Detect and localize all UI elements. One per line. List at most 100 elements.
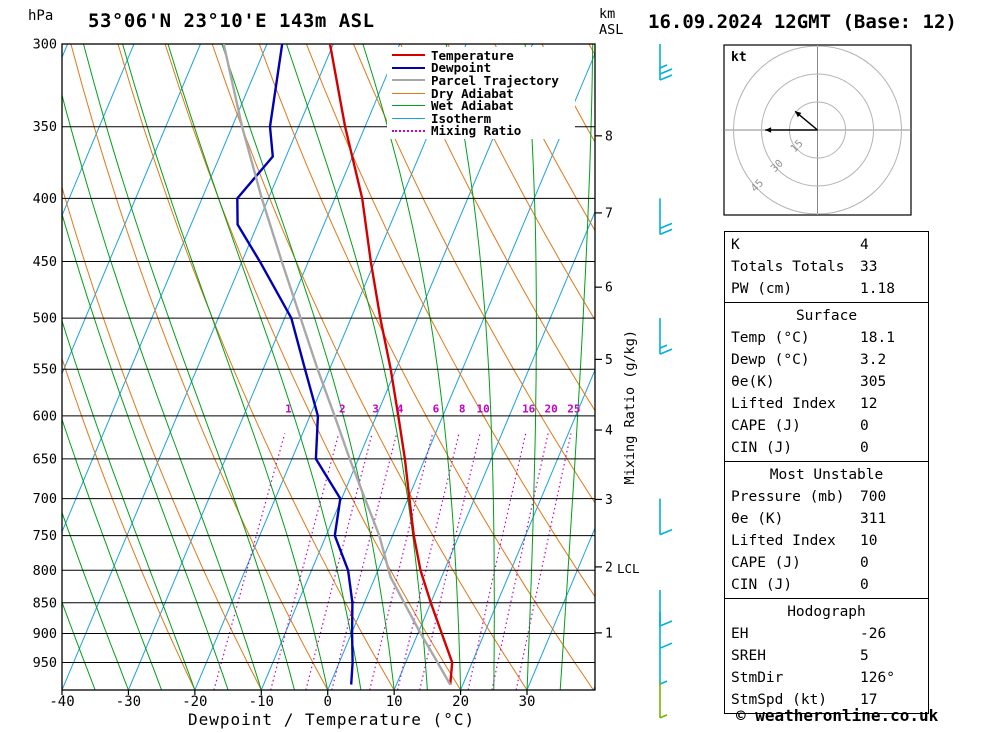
legend-line-sample (392, 54, 425, 57)
svg-text:-10: -10 (249, 694, 274, 710)
stat-label: CIN (J) (731, 440, 793, 456)
stat-label: θe (K) (731, 511, 784, 527)
wind-barbs-group (659, 44, 673, 719)
legend-line-sample (392, 79, 425, 82)
stat-value: 33 (860, 259, 878, 275)
svg-text:30: 30 (519, 694, 536, 710)
table-row: CAPE (J) 0 (731, 415, 922, 437)
legend-label: Isotherm (431, 110, 492, 126)
legend-item: Temperature (392, 48, 575, 63)
legend-line-sample (392, 117, 425, 119)
svg-text:850: 850 (33, 595, 57, 611)
pressure-axis-unit: hPa (28, 8, 54, 24)
stat-value: 10 (860, 533, 878, 549)
stat-value: 1.18 (860, 281, 895, 297)
stat-value: 12 (860, 396, 878, 412)
table-row: Dewp (°C) 3.2 (731, 349, 922, 371)
table-row: CIN (J) 0 (731, 574, 922, 596)
svg-text:3: 3 (372, 402, 379, 415)
svg-text:16: 16 (522, 402, 536, 415)
legend-line-sample (392, 92, 425, 94)
svg-text:900: 900 (33, 626, 57, 642)
svg-text:8: 8 (459, 402, 466, 415)
stat-value: 0 (860, 555, 869, 571)
stat-value: 0 (860, 577, 869, 593)
stat-label: CAPE (J) (731, 555, 801, 571)
svg-text:2: 2 (339, 402, 346, 415)
stat-label: K (731, 237, 740, 253)
stat-value: 126° (860, 670, 895, 686)
svg-text:5: 5 (605, 353, 613, 368)
legend-item: Parcel Trajectory (392, 72, 575, 88)
isotherms-group (62, 44, 595, 690)
svg-text:8: 8 (605, 129, 613, 144)
svg-text:4: 4 (397, 402, 404, 415)
stat-label: Dewp (°C) (731, 352, 810, 368)
station-title: 53°06'N 23°10'E 143m ASL (88, 10, 375, 32)
table-row: SREH 5 (731, 645, 922, 667)
mixing-ratio-group (213, 433, 572, 690)
table-row: Lifted Index 12 (731, 393, 922, 415)
dewpoint-curve (236, 44, 354, 685)
stat-value: 5 (860, 648, 869, 664)
legend-label: Dewpoint (431, 60, 492, 76)
stat-label: StmDir (731, 670, 784, 686)
axis-labels: 3003504004505005506006507007508008509009… (33, 37, 640, 711)
stats-block: Hodograph EH -26 SREH 5 StmDir 126° StmSpd (kt)… (724, 598, 929, 714)
table-row: Pressure (mb) 700 (731, 486, 922, 508)
svg-text:400: 400 (33, 191, 57, 207)
svg-text:0: 0 (324, 694, 332, 710)
svg-text:2: 2 (605, 560, 613, 575)
svg-text:6: 6 (433, 402, 440, 415)
table-row: Temp (°C) 18.1 (731, 327, 922, 349)
stat-value: 4 (860, 237, 869, 253)
table-row: PW (cm) 1.18 (731, 278, 922, 300)
svg-text:300: 300 (33, 37, 57, 53)
stat-label: Pressure (mb) (731, 489, 845, 505)
stat-label: SREH (731, 648, 766, 664)
table-row: CIN (J) 0 (731, 437, 922, 459)
stat-label: Totals Totals (731, 259, 845, 275)
parcel-trajectory-curve (222, 44, 452, 686)
table-row: StmDir 126° (731, 667, 922, 689)
stats-section-header: Most Unstable (769, 467, 884, 483)
svg-text:-40: -40 (49, 694, 74, 710)
svg-text:25: 25 (567, 402, 580, 415)
legend-label: Dry Adiabat (431, 85, 514, 101)
legend-item: Isotherm (392, 110, 575, 126)
svg-text:350: 350 (33, 119, 57, 135)
legend-label: Parcel Trajectory (431, 72, 559, 88)
svg-text:6: 6 (605, 281, 613, 296)
stats-block: K 4 Totals Totals 33 PW (cm) 1.18 (724, 231, 929, 303)
plot-frame (61, 43, 596, 691)
hodograph-unit-label: kt (731, 50, 747, 65)
legend-line-sample (392, 105, 425, 107)
svg-text:950: 950 (33, 655, 57, 671)
svg-text:20: 20 (452, 694, 469, 710)
km-axis-header: km ASL (599, 6, 623, 38)
stat-label: Temp (°C) (731, 330, 810, 346)
stat-label: θe(K) (731, 374, 775, 390)
stats-section-header: Surface (795, 308, 858, 324)
copyright: © weatheronline.co.uk (736, 706, 939, 725)
svg-text:-20: -20 (182, 694, 207, 710)
stat-label: PW (cm) (731, 281, 793, 297)
legend-item: Dry Adiabat (392, 85, 575, 101)
stat-label: Lifted Index (731, 533, 836, 549)
svg-text:1: 1 (285, 402, 292, 415)
svg-text:7: 7 (605, 206, 613, 221)
svg-text:4: 4 (605, 424, 613, 439)
svg-text:10: 10 (386, 694, 403, 710)
stats-table: K 4 Totals Totals 33 PW (cm) 1.18 Surface Temp … (724, 231, 929, 714)
table-row: Totals Totals 33 (731, 256, 922, 278)
svg-text:600: 600 (33, 408, 57, 424)
legend: Temperature Dewpoint Parcel Trajectory Dry … (387, 47, 575, 140)
stat-label: StmSpd (kt) (731, 692, 828, 708)
svg-text:10: 10 (476, 402, 489, 415)
svg-text:800: 800 (33, 563, 57, 579)
svg-text:450: 450 (33, 254, 57, 270)
stat-value: 17 (860, 692, 878, 708)
